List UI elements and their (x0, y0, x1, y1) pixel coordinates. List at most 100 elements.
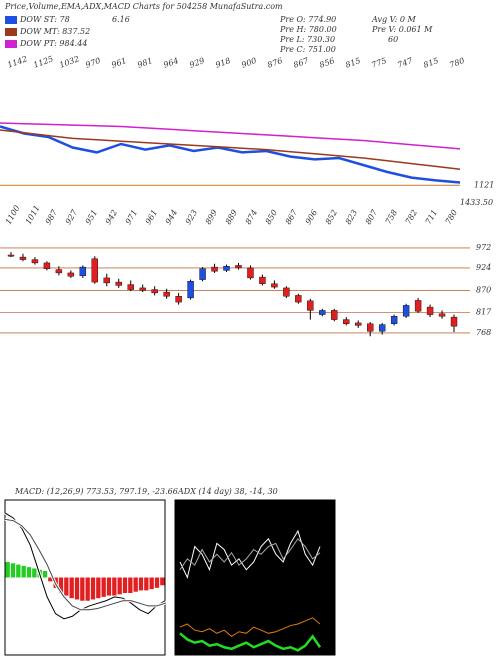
top-label: 815 (344, 56, 361, 70)
top-label: 944 (164, 208, 179, 226)
ema-line (0, 122, 461, 150)
y-tick-label: 768 (476, 328, 491, 337)
top-label: 1011 (24, 204, 42, 226)
candle-body (283, 287, 290, 297)
candle-body (55, 269, 63, 274)
histogram-bar (122, 577, 128, 593)
histogram-bar (138, 577, 144, 591)
top-label: 889 (224, 208, 239, 226)
candle-body (426, 306, 434, 315)
info: Pre O: 774.90 (279, 15, 336, 24)
histogram-bar (112, 577, 117, 596)
histogram-bar (128, 577, 133, 593)
candle-body (43, 262, 51, 269)
adx-line (179, 537, 321, 571)
histogram-bar (69, 577, 74, 599)
top-label: 876 (266, 56, 283, 70)
legend-label: DOW ST: 78 (19, 15, 70, 24)
macd-line (4, 518, 166, 611)
top-label: 929 (188, 56, 205, 70)
candle-body (378, 324, 386, 332)
legend-swatch (5, 16, 17, 24)
candle-body (67, 272, 75, 277)
candle-body (31, 259, 39, 264)
top-label: 961 (144, 208, 159, 226)
top-label: 906 (304, 208, 319, 226)
annotation: 1433.50 (460, 198, 493, 207)
top-label: 780 (448, 56, 465, 70)
histogram-bar (106, 577, 112, 596)
candle-body (390, 316, 398, 324)
legend-swatch (5, 40, 17, 48)
top-label: 918 (214, 56, 231, 70)
ema-line (0, 129, 461, 170)
legend-label: DOW MT: 837.52 (19, 27, 90, 36)
candle-body (151, 289, 158, 294)
top-label: 856 (318, 56, 335, 70)
histogram-bar (144, 577, 149, 591)
top-label: 815 (422, 56, 439, 70)
candle-body (235, 265, 242, 269)
info: Pre L: 730.30 (279, 35, 335, 44)
y-tick-label: 817 (476, 308, 492, 317)
candle-body (127, 284, 134, 290)
candle-body (163, 291, 170, 297)
top-label: 970 (84, 56, 101, 70)
histogram-bar (10, 563, 16, 578)
candle-body (247, 267, 254, 279)
histogram-bar (90, 577, 96, 600)
candle-body (187, 281, 194, 299)
histogram-bar (26, 567, 32, 578)
top-label: 758 (384, 208, 399, 226)
info: Pre C: 751.00 (279, 45, 336, 54)
candle-body (271, 283, 278, 288)
top-label: 782 (404, 208, 419, 226)
histogram-bar (96, 577, 101, 599)
top-label: 747 (396, 56, 414, 70)
candle-body (199, 268, 206, 280)
histogram-bar (133, 577, 138, 592)
candle-body (355, 322, 362, 326)
macd-line (4, 512, 166, 620)
histogram-bar (64, 577, 69, 596)
top-label: 1032 (58, 54, 80, 69)
candle-body (223, 266, 230, 271)
top-label: 780 (444, 208, 459, 226)
candle-body (103, 277, 110, 284)
adx-line (179, 632, 322, 652)
top-label: 852 (324, 208, 339, 226)
top-label: 775 (370, 56, 387, 70)
candle-body (211, 266, 218, 272)
top-label: 874 (244, 208, 259, 226)
top-label: 923 (184, 208, 199, 226)
top-label: 711 (424, 208, 439, 226)
top-label: 807 (364, 207, 380, 226)
candle-body (259, 276, 266, 284)
candle-body (79, 266, 87, 277)
legend-label: DOW PT: 984.44 (19, 39, 87, 48)
top-label: 927 (64, 207, 80, 226)
info: 60 (388, 35, 398, 44)
top-label: 964 (162, 56, 179, 70)
candle-body (7, 254, 15, 257)
info: Avg V: 0 M (371, 15, 416, 24)
histogram-bar (48, 577, 53, 582)
top-label: 1125 (32, 54, 54, 69)
macd-panel (4, 499, 166, 656)
top-label: 1142 (6, 54, 28, 69)
top-label: 900 (240, 56, 257, 70)
histogram-bar (42, 571, 48, 578)
top-label: 981 (136, 56, 153, 70)
histogram-bar (160, 577, 165, 586)
candle-body (175, 296, 182, 303)
histogram-bar (117, 577, 122, 595)
top-label: 823 (344, 208, 359, 226)
adx-line (179, 529, 321, 579)
adx-panel (174, 499, 336, 656)
histogram-bar (149, 577, 154, 590)
histogram-bar (5, 562, 10, 578)
top-label: 899 (204, 208, 219, 226)
top-label: 951 (84, 208, 99, 226)
candle-body (115, 281, 122, 286)
